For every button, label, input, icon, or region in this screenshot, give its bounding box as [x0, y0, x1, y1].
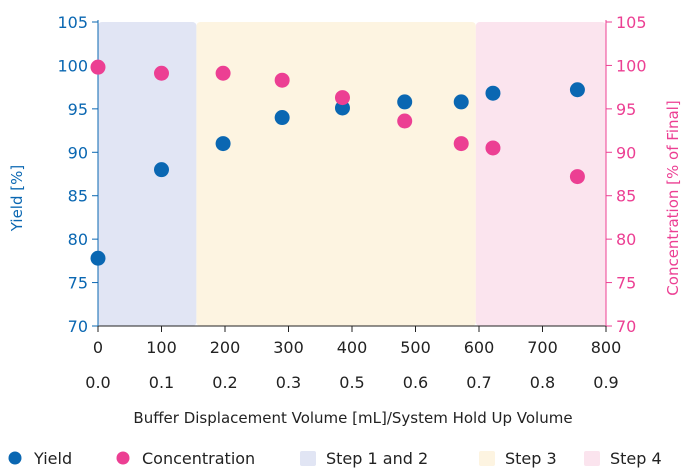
y-tick-label-left: 95 [68, 100, 88, 119]
yield-point [215, 136, 231, 152]
x-tick-label-secondary: 0.9 [593, 373, 618, 392]
legend-concentration-label: Concentration [142, 449, 255, 468]
x-axis-label: Buffer Displacement Volume [mL]/System H… [133, 409, 572, 427]
y-axis-left-label: Yield [%] [8, 165, 26, 232]
yield-point [485, 85, 501, 101]
x-tick-label-secondary: 0.2 [212, 373, 237, 392]
legend: Yield Concentration Step 1 and 2 Step 3 Step… [8, 449, 662, 468]
yield-point [397, 94, 413, 110]
legend-step-3-swatch [479, 451, 495, 466]
yield-point [274, 110, 290, 126]
x-tick-label: 300 [273, 338, 304, 357]
x-tick-label-secondary: 0.7 [466, 373, 491, 392]
legend-yield-marker [8, 451, 22, 465]
legend-step-1-and-2-swatch [300, 451, 316, 466]
y-tick-label-left: 100 [57, 56, 88, 75]
legend-step-4-label: Step 4 [610, 449, 662, 468]
y-tick-label-left: 90 [68, 143, 88, 162]
x-tick-label-secondary: 0.5 [339, 373, 364, 392]
x-tick-label: 500 [400, 338, 431, 357]
concentration-point [274, 72, 290, 88]
yield-point [154, 162, 169, 178]
x-tick-label: 0 [93, 338, 103, 357]
x-tick-label: 700 [527, 338, 558, 357]
x-tick-label-secondary: 0.6 [403, 373, 428, 392]
x-tick-label: 200 [210, 338, 241, 357]
legend-step-1-and-2-label: Step 1 and 2 [326, 449, 428, 468]
concentration-point [397, 113, 413, 129]
concentration-point [334, 90, 350, 106]
y-tick-label-left: 80 [68, 230, 88, 249]
y-tick-label-right: 95 [616, 100, 636, 119]
legend-step-4-swatch [584, 451, 600, 466]
y-tick-label-left: 85 [68, 187, 88, 206]
y-tick-label-left: 75 [68, 274, 88, 293]
y-tick-label-right: 75 [616, 274, 636, 293]
y-tick-label-right: 100 [616, 56, 647, 75]
y-tick-label-left: 70 [68, 317, 88, 336]
x-tick-label-secondary: 0.1 [149, 373, 174, 392]
y-tick-label-right: 90 [616, 143, 636, 162]
yield-point [334, 100, 350, 116]
concentration-point [90, 59, 106, 75]
yield-point [569, 82, 585, 98]
yield-point [90, 250, 106, 266]
legend-step-3-label: Step 3 [505, 449, 557, 468]
x-tick-label-secondary: 0.3 [276, 373, 301, 392]
step-regions [98, 22, 606, 326]
axes: 70 70 75 75 80 80 85 85 90 90 95 95 100 100 105 105 0 0.0… [57, 13, 646, 392]
y-tick-label-left: 105 [57, 13, 88, 32]
concentration-point [569, 169, 585, 185]
x-tick-label: 600 [464, 338, 495, 357]
concentration-point [485, 140, 501, 156]
x-tick-label: 400 [337, 338, 368, 357]
y-tick-label-right: 80 [616, 230, 636, 249]
x-tick-label-secondary: 0.0 [85, 373, 110, 392]
x-tick-label-secondary: 0.8 [530, 373, 555, 392]
yield-point [453, 94, 469, 110]
x-tick-label: 100 [146, 338, 177, 357]
y-axis-right-label: Concentration [% of Final] [664, 100, 682, 295]
region-step-1-and-2 [98, 22, 197, 326]
region-step-4 [475, 22, 606, 326]
region-step-3 [196, 22, 476, 326]
concentration-point [215, 65, 231, 81]
data-points [90, 59, 585, 266]
x-tick-label: 800 [591, 338, 622, 357]
concentration-point [453, 136, 469, 152]
legend-yield-label: Yield [33, 449, 72, 468]
y-tick-label-right: 70 [616, 317, 636, 336]
legend-concentration-marker [116, 451, 130, 465]
concentration-point [154, 65, 169, 81]
y-tick-label-right: 85 [616, 187, 636, 206]
y-tick-label-right: 105 [616, 13, 647, 32]
